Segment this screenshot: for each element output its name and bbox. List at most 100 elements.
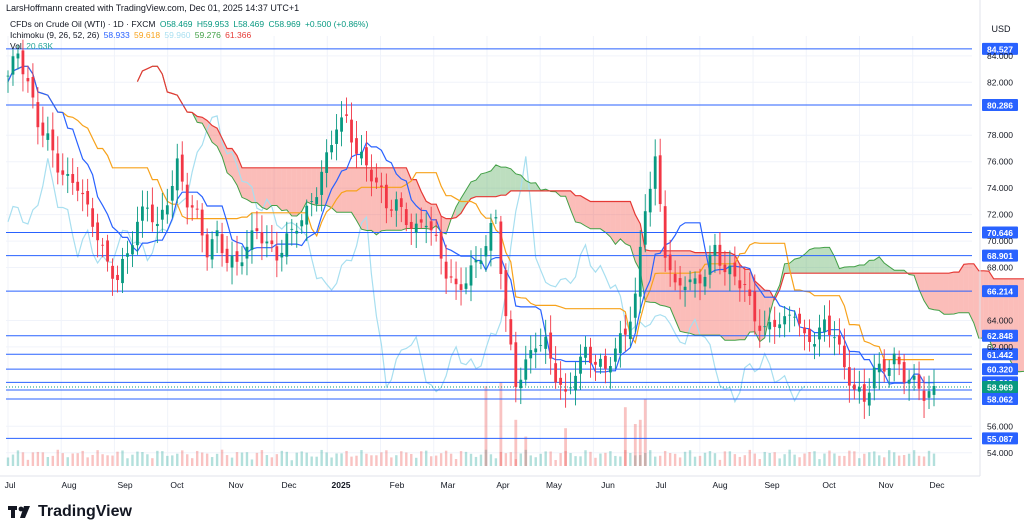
volume-bar bbox=[539, 453, 542, 466]
volume-bar bbox=[609, 451, 612, 466]
volume-bar bbox=[51, 455, 55, 466]
horizontal-levels[interactable]: 84.527 80.286 70.646 68.901 66.214 62.848 61.4… bbox=[6, 42, 1018, 445]
candle-body bbox=[250, 230, 254, 250]
volume-bar bbox=[16, 450, 20, 466]
cloud-segment bbox=[396, 167, 402, 231]
candle-body bbox=[728, 265, 732, 275]
last-price-tag bbox=[982, 381, 1018, 394]
candle-body bbox=[215, 230, 219, 237]
candle-body bbox=[867, 392, 871, 406]
symbol-title[interactable]: CFDs on Crude Oil (WTI) · 1D · FXCM bbox=[10, 19, 156, 29]
candle-body bbox=[668, 254, 672, 271]
candle-body bbox=[175, 158, 179, 191]
cloud-segment bbox=[869, 260, 875, 274]
tradingview-brand: TradingView bbox=[38, 503, 132, 520]
cloud-segment bbox=[889, 266, 895, 274]
cloud-segment bbox=[212, 125, 218, 147]
candle-body bbox=[26, 78, 30, 82]
candle-body bbox=[604, 355, 607, 369]
ichimoku-label[interactable]: Ichimoku (9, 26, 52, 26) bbox=[10, 30, 100, 40]
volume-bar bbox=[678, 457, 682, 466]
volume-bar bbox=[395, 455, 398, 466]
volume-bar bbox=[902, 454, 906, 466]
candle-body bbox=[842, 345, 846, 368]
volume-bar-spike bbox=[643, 398, 647, 466]
volume-bar bbox=[853, 451, 856, 466]
candle-body bbox=[419, 219, 423, 223]
candle-body bbox=[479, 260, 483, 264]
volume-bar bbox=[554, 459, 557, 466]
volume-value: 20.63K bbox=[26, 41, 54, 51]
level-price-label: 68.901 bbox=[987, 251, 1013, 261]
candle-body bbox=[504, 270, 508, 317]
cloud-segment bbox=[819, 247, 825, 274]
candle-body bbox=[370, 169, 373, 182]
cloud-segment bbox=[301, 167, 307, 212]
volume-bar bbox=[310, 456, 313, 466]
volume-bar bbox=[375, 455, 378, 466]
volume-bar bbox=[509, 452, 513, 466]
candle-body bbox=[205, 234, 209, 258]
ichimoku-lines bbox=[7, 65, 1024, 404]
cloud-segment bbox=[764, 290, 770, 338]
candle-body bbox=[101, 244, 104, 246]
time-tick-label: Dec bbox=[281, 480, 297, 490]
volume-label[interactable]: Vol bbox=[10, 41, 22, 51]
cloud-segment bbox=[739, 264, 745, 340]
cloud-segment bbox=[266, 167, 272, 210]
candle-body bbox=[768, 322, 772, 330]
cloud-segment bbox=[515, 173, 521, 191]
cloud-segment bbox=[376, 167, 382, 235]
volume-bar bbox=[858, 458, 861, 466]
cloud-segment bbox=[829, 247, 835, 274]
leading-span-b-line bbox=[136, 65, 1024, 301]
candle-body bbox=[608, 365, 612, 373]
volume-bar bbox=[161, 451, 164, 466]
cloud-segment bbox=[241, 167, 247, 200]
candle-body bbox=[892, 353, 896, 365]
lagging-span-line bbox=[7, 115, 806, 404]
volume-bar bbox=[156, 450, 159, 466]
volume-bar-spike bbox=[564, 428, 567, 466]
candle-body bbox=[275, 246, 279, 261]
candle-body bbox=[145, 207, 149, 209]
candle-body bbox=[753, 291, 757, 322]
candle-body bbox=[136, 221, 139, 246]
volume-bar bbox=[225, 455, 229, 466]
volume-bar bbox=[658, 455, 662, 466]
volume-bar bbox=[892, 452, 896, 466]
candle-body bbox=[21, 50, 25, 75]
volume-bar bbox=[529, 455, 532, 466]
candle-body bbox=[335, 129, 338, 144]
cloud-segment bbox=[341, 167, 347, 213]
level-price-label: 80.286 bbox=[987, 100, 1013, 110]
level-price-label: 62.848 bbox=[987, 331, 1013, 341]
legend-symbol-row: CFDs on Crude Oil (WTI) · 1D · FXCM O58.… bbox=[10, 19, 368, 30]
volume-bar bbox=[698, 455, 702, 466]
volume-bar bbox=[76, 453, 79, 466]
volume-bar bbox=[883, 457, 886, 466]
volume-bar bbox=[340, 453, 343, 466]
cloud-segment bbox=[416, 179, 422, 229]
price-axis[interactable]: 84.000 82.000 78.000 76.000 74.000 72.000 70.0… bbox=[979, 0, 1013, 476]
candle-body bbox=[379, 185, 383, 187]
candle-body bbox=[589, 346, 592, 363]
volume-bar bbox=[434, 455, 438, 466]
volume-bar bbox=[290, 460, 293, 466]
volume-bar bbox=[748, 449, 751, 466]
cloud-segment bbox=[391, 167, 397, 231]
volume-bar bbox=[136, 451, 139, 466]
volume-bar bbox=[444, 450, 448, 466]
volume-bar bbox=[833, 453, 836, 466]
candle-body bbox=[424, 225, 428, 228]
volume-bar bbox=[66, 457, 69, 466]
time-axis[interactable]: Jul Aug Sep Oct Nov Dec 2025 Feb Mar Apr May Jun Jul… bbox=[0, 475, 980, 490]
candle-body bbox=[56, 153, 60, 173]
time-tick-label: Feb bbox=[390, 480, 405, 490]
volume-bar bbox=[688, 450, 692, 466]
cloud-segment bbox=[640, 223, 646, 302]
volume-bar bbox=[131, 454, 134, 466]
cloud-segment bbox=[227, 148, 233, 177]
volume-bar bbox=[753, 453, 756, 466]
